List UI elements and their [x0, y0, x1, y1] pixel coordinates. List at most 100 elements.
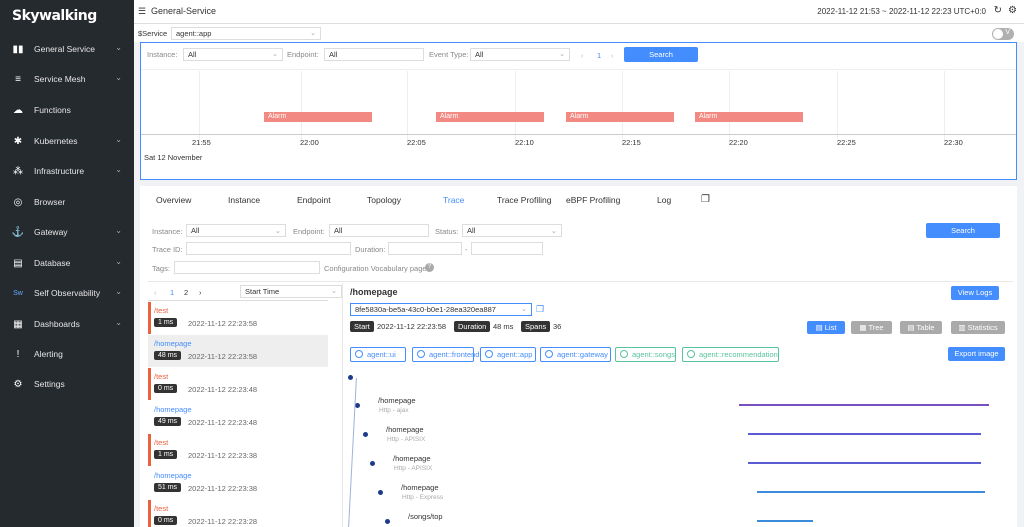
page-1[interactable]: 1 [170, 288, 175, 297]
kubernetes-icon: ✱ [13, 135, 23, 147]
sidebar-item-service-mesh[interactable]: ≡ Service Mesh ⌄ [0, 67, 134, 91]
trace-time: 2022-11-12 22:23:28 [188, 517, 258, 526]
trace-list-item[interactable]: /homepage 51 ms 2022-11-12 22:23:38 [148, 467, 328, 499]
service-chip[interactable]: agent::ui [350, 347, 406, 362]
tab-trace-profiling[interactable]: Trace Profiling [497, 195, 552, 205]
service-chip[interactable]: agent::gateway [540, 347, 611, 362]
trace-list-item[interactable]: /test 0 ms 2022-11-12 22:23:48 [148, 368, 328, 400]
trace-id-select[interactable]: 8fe5830a-be5a-43c0-b0e1-28ea320ea887 ⌄ [350, 303, 532, 316]
trace-id-input[interactable] [186, 242, 351, 255]
export-image-button[interactable]: Export image [948, 347, 1005, 361]
statistics-view-button[interactable]: ▥ Statistics [951, 321, 1005, 334]
sidebar-item-database[interactable]: ▤ Database ⌄ [0, 251, 134, 275]
start-time: 2022-11-12 22:23:58 [377, 322, 447, 331]
tab-instance[interactable]: Instance [228, 195, 261, 205]
sidebar-item-infrastructure[interactable]: ⁂ Infrastructure ⌄ [0, 159, 134, 183]
toggle-switch[interactable]: V [992, 28, 1014, 40]
service-chip-label: agent::frontend [429, 350, 480, 359]
service-chip[interactable]: agent::recommendation [682, 347, 779, 362]
alarm-event[interactable]: Alarm [436, 112, 544, 122]
database-icon: ▤ [13, 257, 23, 269]
menu-toggle-icon[interactable]: ☰ [138, 6, 147, 16]
event-instance-select[interactable]: All ⌄ [183, 48, 283, 61]
alarm-event[interactable]: Alarm [566, 112, 674, 122]
settings-gear-icon[interactable]: ⚙ [1008, 5, 1017, 16]
circle-icon [355, 350, 363, 358]
list-view-button[interactable]: ▤ List [807, 321, 845, 334]
trace-list-header: ‹ 1 2 › Start Time ⌄ [148, 283, 342, 301]
event-page[interactable]: 1 [597, 51, 602, 60]
span-endpoint[interactable]: /homepage [386, 425, 424, 434]
trace-list-item[interactable]: /test 1 ms 2022-11-12 22:23:38 [148, 434, 328, 466]
tags-input[interactable] [174, 261, 320, 274]
sidebar-item-label: Dashboards [34, 319, 80, 329]
tab-trace[interactable]: Trace [443, 195, 465, 205]
sidebar-item-gateway[interactable]: ⚓ Gateway ⌄ [0, 220, 134, 244]
tab-overview[interactable]: Overview [156, 195, 192, 205]
trace-search-button[interactable]: Search [926, 223, 1000, 238]
trace-endpoint-select[interactable]: All [329, 224, 429, 237]
span-endpoint[interactable]: /homepage [401, 483, 439, 492]
span-duration-bar[interactable] [757, 520, 813, 522]
span-endpoint[interactable]: /homepage [378, 396, 416, 405]
trace-status-select[interactable]: All ⌄ [462, 224, 562, 237]
sidebar-item-general-service[interactable]: ▮▮ General Service ⌄ [0, 37, 134, 61]
prev-page-icon[interactable]: ‹ [154, 288, 157, 297]
tree-view-button[interactable]: ▦ Tree [851, 321, 892, 334]
copy-trace-id-icon[interactable]: ❐ [536, 304, 545, 314]
min-duration-input[interactable] [388, 242, 462, 255]
span-endpoint[interactable]: /homepage [393, 454, 431, 463]
sidebar-item-settings[interactable]: ⚙ Settings [0, 372, 134, 396]
span-endpoint[interactable]: /songs/top [408, 512, 443, 521]
sidebar-item-self-observability[interactable]: Sw Self Observability ⌄ [0, 281, 134, 305]
event-type-select[interactable]: All ⌄ [470, 48, 570, 61]
span-component: Http - ajax [379, 407, 409, 414]
tab-log[interactable]: Log [657, 195, 672, 205]
table-view-button[interactable]: ▤ Table [900, 321, 942, 334]
max-duration-input[interactable] [471, 242, 543, 255]
event-endpoint-select[interactable]: All [324, 48, 424, 61]
prev-page-icon[interactable]: ‹ [581, 51, 584, 60]
next-page-icon[interactable]: › [611, 51, 614, 60]
sidebar-item-label: Kubernetes [34, 136, 78, 146]
tab-topology[interactable]: Topology [367, 195, 402, 205]
tab-endpoint[interactable]: Endpoint [297, 195, 331, 205]
sidebar-item-dashboards[interactable]: ▦ Dashboards ⌄ [0, 312, 134, 336]
sidebar-item-label: Functions [34, 105, 71, 115]
copy-icon[interactable]: ❐ [701, 194, 710, 205]
sidebar-item-kubernetes[interactable]: ✱ Kubernetes ⌄ [0, 129, 134, 153]
span-duration-bar[interactable] [748, 462, 981, 464]
service-chip-label: agent::gateway [557, 350, 608, 359]
spans-tag: Spans [521, 321, 551, 332]
sidebar-item-alerting[interactable]: ! Alerting [0, 342, 134, 366]
trace-list-item[interactable]: /homepage 49 ms 2022-11-12 22:23:48 [148, 401, 328, 433]
service-chip[interactable]: agent::app [480, 347, 536, 362]
refresh-icon[interactable]: ↻ [993, 5, 1002, 16]
trace-list-item[interactable]: /test 1 ms 2022-11-12 22:23:58 [148, 302, 328, 334]
sort-select[interactable]: Start Time ⌄ [240, 285, 342, 298]
span-duration-bar[interactable] [757, 491, 985, 493]
service-chip[interactable]: agent::frontend [412, 347, 479, 362]
alarm-event[interactable]: Alarm [264, 112, 372, 122]
span-duration-bar[interactable] [748, 433, 981, 435]
view-logs-button[interactable]: View Logs [951, 286, 999, 300]
alarm-event[interactable]: Alarm [695, 112, 803, 122]
trace-duration-badge: 0 ms [154, 516, 178, 525]
sidebar-item-functions[interactable]: ☁ Functions [0, 98, 134, 122]
trace-list-item[interactable]: /homepage 48 ms 2022-11-12 22:23:58 [148, 335, 328, 367]
span-duration-bar[interactable] [739, 404, 989, 406]
trace-list-item[interactable]: /test 0 ms 2022-11-12 22:23:28 [148, 500, 328, 527]
vocabulary-link[interactable]: Configuration Vocabulary page [324, 264, 427, 273]
next-page-icon[interactable]: › [199, 288, 202, 297]
event-search-button[interactable]: Search [624, 47, 698, 62]
service-select[interactable]: agent::app ⌄ [171, 27, 321, 40]
help-icon[interactable]: ? [425, 263, 434, 272]
page-2[interactable]: 2 [184, 288, 189, 297]
tab-ebpf-profiling[interactable]: eBPF Profiling [566, 195, 621, 205]
service-mesh-icon: ≡ [15, 73, 21, 85]
sidebar-item-browser[interactable]: ◎ Browser [0, 190, 134, 214]
time-range[interactable]: 2022-11-12 21:53 ~ 2022-11-12 22:23 UTC+… [817, 7, 986, 16]
service-chip[interactable]: agent::songs [615, 347, 676, 362]
trace-instance-select[interactable]: All ⌄ [186, 224, 286, 237]
chevron-down-icon: ⌄ [274, 226, 281, 235]
